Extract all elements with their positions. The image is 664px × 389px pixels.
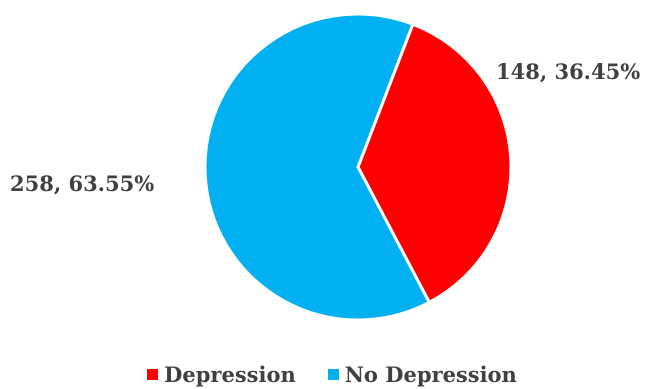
slice-no-depression[interactable] (203, 12, 432, 322)
pie-slices (203, 12, 513, 322)
legend-label-depression: Depression (164, 362, 296, 387)
legend-swatch-depression (147, 369, 159, 380)
data-label-no-depression: 258, 63.55% (10, 171, 154, 196)
legend-item-no-depression[interactable]: No Depression (327, 362, 517, 387)
legend-label-no-depression: No Depression (344, 362, 517, 387)
slice-depression[interactable] (356, 22, 513, 305)
legend-item-depression[interactable]: Depression (147, 362, 296, 387)
data-label-depression: 148, 36.45% (496, 59, 640, 84)
legend: Depression No Depression (0, 362, 664, 387)
legend-swatch-no-depression (327, 369, 339, 380)
